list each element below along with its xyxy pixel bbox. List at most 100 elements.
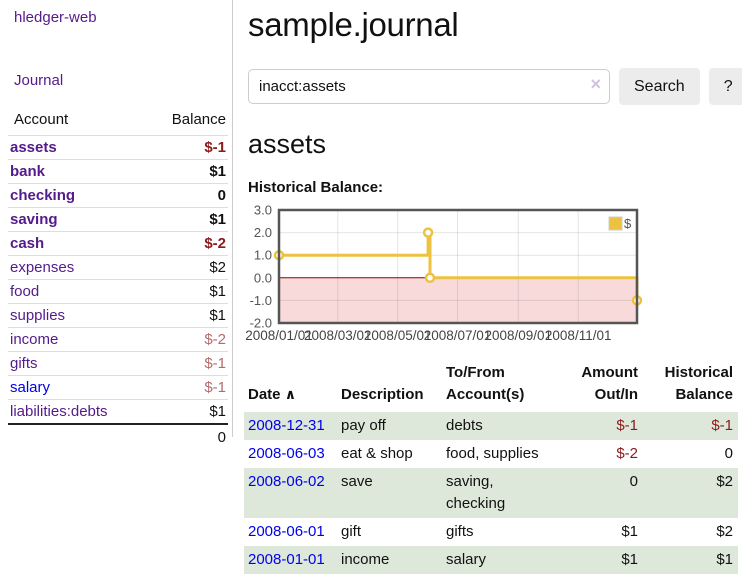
historical-balance-chart: $3.0 2.0 1.0 0.0 -1.0 -2.0 2008/01/01 2008/03/0… bbox=[245, 204, 742, 345]
transaction-amount: $1 bbox=[621, 523, 638, 540]
account-row: food $1 bbox=[8, 279, 228, 304]
svg-text:0.0: 0.0 bbox=[254, 270, 272, 285]
account-row: salary $-1 bbox=[8, 375, 228, 400]
transaction-date-cell: 2008-06-02 bbox=[244, 468, 341, 518]
account-link[interactable]: cash bbox=[10, 235, 45, 252]
svg-text:1.0: 1.0 bbox=[254, 248, 272, 263]
transaction-description: save bbox=[341, 473, 373, 490]
transaction-description: income bbox=[341, 551, 390, 568]
transaction-amount: $-1 bbox=[616, 417, 638, 434]
svg-text:-1.0: -1.0 bbox=[250, 293, 272, 308]
account-row: supplies $1 bbox=[8, 303, 228, 328]
transaction-date-link[interactable]: 2008-01-01 bbox=[248, 551, 325, 568]
account-balance: $1 bbox=[144, 279, 228, 304]
col-date[interactable]: Date ∧ bbox=[244, 359, 341, 412]
transaction-balance: $2 bbox=[716, 473, 733, 490]
accounts-header-balance: Balance bbox=[171, 111, 226, 128]
svg-text:2008/01/01: 2008/01/01 bbox=[245, 328, 313, 343]
brand-link[interactable]: hledger-web bbox=[14, 9, 97, 26]
account-link[interactable]: saving bbox=[10, 211, 58, 228]
transaction-description: eat & shop bbox=[341, 445, 413, 462]
account-link[interactable]: food bbox=[10, 283, 40, 300]
page-title: sample.journal bbox=[248, 6, 459, 43]
chart-title: Historical Balance: bbox=[248, 179, 384, 196]
transaction-balance: $2 bbox=[716, 523, 733, 540]
account-link[interactable]: liabilities:debts bbox=[10, 403, 108, 420]
account-row: checking 0 bbox=[8, 183, 228, 208]
account-balance: $1 bbox=[144, 207, 228, 232]
account-balance: $-1 bbox=[144, 351, 228, 376]
sidebar-item-journal[interactable]: Journal bbox=[14, 72, 64, 89]
search-input[interactable] bbox=[248, 69, 610, 104]
search-form: × Search ? bbox=[248, 68, 742, 105]
account-row: assets $-1 bbox=[8, 135, 228, 160]
accounts-header-row: Account Balance bbox=[8, 109, 228, 136]
svg-text:2008/11/01: 2008/11/01 bbox=[545, 328, 612, 343]
transaction-date-cell: 2008-06-03 bbox=[244, 440, 341, 468]
transaction-accounts: debts bbox=[446, 417, 483, 434]
account-row: liabilities:debts $1 bbox=[8, 399, 228, 424]
register-header-row: Date ∧ Description To/From Account(s) Am… bbox=[244, 359, 738, 412]
clear-search-icon[interactable]: × bbox=[590, 74, 601, 94]
transaction-balance: $-1 bbox=[711, 417, 733, 434]
register-table: Date ∧ Description To/From Account(s) Am… bbox=[244, 359, 738, 574]
account-balance: $-1 bbox=[144, 375, 228, 400]
transaction-description: gift bbox=[341, 523, 362, 540]
account-link[interactable]: gifts bbox=[10, 355, 38, 372]
svg-text:2008/07/01: 2008/07/01 bbox=[424, 328, 492, 343]
account-link[interactable]: bank bbox=[10, 163, 46, 180]
account-link[interactable]: income bbox=[10, 331, 59, 348]
col-accounts: To/From Account(s) bbox=[446, 364, 525, 403]
register-row: 2008-06-01 gift gifts $1 $2 bbox=[244, 518, 738, 546]
account-row: income $-2 bbox=[8, 327, 228, 352]
transaction-amount: $-2 bbox=[616, 445, 638, 462]
transaction-amount: $1 bbox=[621, 551, 638, 568]
account-row: gifts $-1 bbox=[8, 351, 228, 376]
account-balance: $-1 bbox=[144, 135, 228, 160]
account-heading: assets bbox=[248, 129, 327, 159]
help-button[interactable]: ? bbox=[708, 68, 742, 105]
col-description: Description bbox=[341, 386, 424, 403]
account-balance: $1 bbox=[144, 159, 228, 184]
svg-text:$: $ bbox=[624, 216, 632, 231]
svg-text:3.0: 3.0 bbox=[254, 204, 272, 218]
sidebar: hledger-web Journal Account Balance asse… bbox=[0, 0, 233, 450]
transaction-balance: 0 bbox=[724, 445, 733, 462]
account-link[interactable]: expenses bbox=[10, 259, 75, 276]
account-balance: $-2 bbox=[144, 327, 228, 352]
transaction-balance: $1 bbox=[716, 551, 733, 568]
svg-text:2.0: 2.0 bbox=[254, 225, 272, 240]
account-balance: $1 bbox=[144, 399, 228, 424]
register-row: 2008-06-03 eat & shop food, supplies $-2 0 bbox=[244, 440, 738, 468]
accounts-header-account: Account bbox=[14, 111, 69, 128]
account-row: bank $1 bbox=[8, 159, 228, 184]
transaction-date-link[interactable]: 2008-12-31 bbox=[248, 417, 325, 434]
search-box: × bbox=[248, 69, 610, 104]
svg-text:2008/03/01: 2008/03/01 bbox=[304, 328, 372, 343]
transaction-description: pay off bbox=[341, 417, 386, 434]
transaction-date-link[interactable]: 2008-06-01 bbox=[248, 523, 325, 540]
transaction-date-cell: 2008-06-01 bbox=[244, 518, 341, 546]
svg-text:2008/05/01: 2008/05/01 bbox=[364, 328, 432, 343]
svg-text:-2.0: -2.0 bbox=[250, 316, 272, 331]
transaction-date-link[interactable]: 2008-06-03 bbox=[248, 445, 325, 462]
account-link[interactable]: supplies bbox=[10, 307, 66, 324]
sort-ascending-icon: ∧ bbox=[284, 386, 297, 402]
col-amount: Amount Out/In bbox=[581, 364, 638, 403]
account-row: expenses $2 bbox=[8, 255, 228, 280]
search-button[interactable]: Search bbox=[619, 68, 700, 105]
svg-text:2008/09/01: 2008/09/01 bbox=[485, 328, 553, 343]
col-date-label: Date bbox=[248, 386, 281, 403]
transaction-accounts: salary bbox=[446, 551, 487, 568]
accounts-table: Account Balance assets $-1 bank $1 checking 0… bbox=[8, 109, 228, 450]
transaction-accounts: gifts bbox=[446, 523, 474, 540]
account-link[interactable]: checking bbox=[10, 187, 76, 204]
account-link[interactable]: salary bbox=[10, 379, 51, 396]
account-link[interactable]: assets bbox=[10, 139, 57, 156]
accounts-total: 0 bbox=[144, 423, 228, 450]
balance-chart-svg: $3.0 2.0 1.0 0.0 -1.0 -2.02008/01/012008/03/0… bbox=[245, 204, 643, 343]
transaction-date-cell: 2008-12-31 bbox=[244, 412, 341, 440]
transaction-date-link[interactable]: 2008-06-02 bbox=[248, 473, 325, 490]
register-row: 2008-12-31 pay off debts $-1 $-1 bbox=[244, 412, 738, 440]
